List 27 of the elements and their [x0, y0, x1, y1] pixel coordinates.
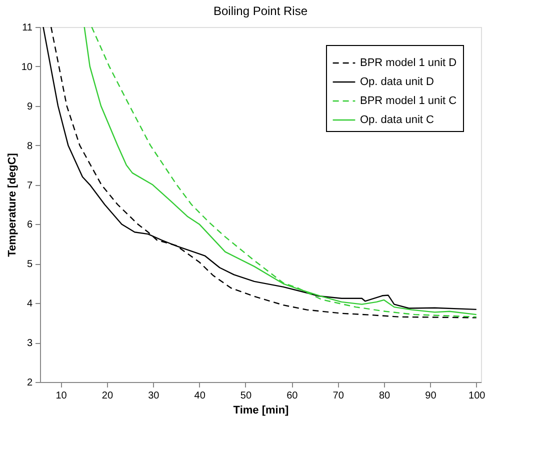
y-tick-label: 6 [26, 220, 33, 231]
y-axis-title: Temperature [degC] [6, 152, 18, 257]
x-tick-label: 20 [102, 390, 114, 402]
y-tick-label: 10 [21, 62, 33, 73]
y-tick-label: 8 [26, 140, 33, 152]
y-tick-label: 11 [22, 22, 33, 34]
x-tick-label: 70 [332, 390, 344, 402]
x-tick-label: 100 [468, 390, 486, 402]
x-tick-label: 90 [425, 390, 437, 402]
legend-label: BPR model 1 unit D [360, 57, 457, 69]
chart-title: Boiling Point Rise [213, 4, 308, 18]
x-axis-title: Time [min] [233, 404, 290, 416]
y-tick-label: 9 [26, 101, 33, 112]
legend-label: Op. data unit C [360, 114, 434, 126]
y-tick-label: 4 [26, 298, 33, 310]
x-tick-label: 10 [56, 390, 68, 402]
x-tick-label: 50 [240, 390, 252, 402]
y-tick-label: 5 [26, 259, 33, 270]
y-tick-label: 7 [26, 180, 33, 192]
y-tick-label: 2 [26, 378, 33, 388]
legend-label: Op. data unit D [360, 76, 434, 88]
legend-label: BPR model 1 unit C [360, 95, 457, 107]
x-tick-label: 60 [286, 390, 298, 402]
y-tick-label: 3 [26, 338, 33, 350]
x-tick-label: 30 [148, 390, 160, 402]
x-tick-label: 40 [194, 390, 206, 402]
x-tick-label: 80 [378, 390, 391, 402]
